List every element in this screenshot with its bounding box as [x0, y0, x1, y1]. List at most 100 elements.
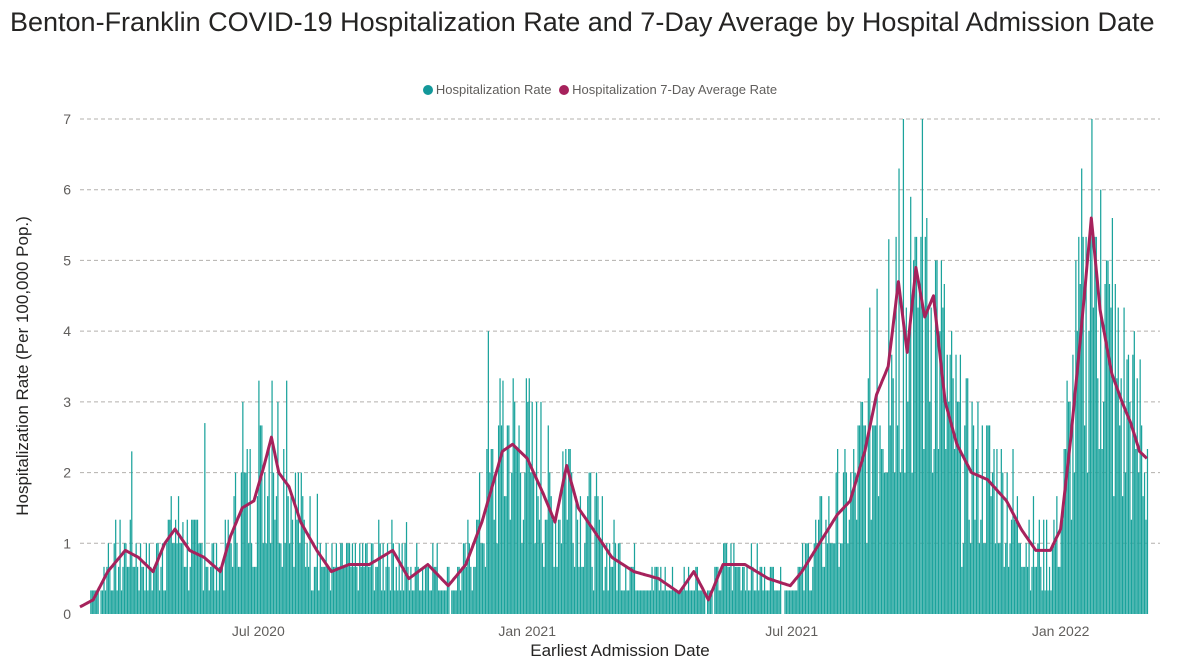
bar	[706, 590, 709, 614]
bar	[755, 590, 757, 614]
bar	[123, 543, 126, 614]
bar	[750, 543, 753, 614]
bar	[1110, 307, 1112, 614]
bar	[682, 590, 684, 614]
bar	[848, 519, 850, 614]
bar	[594, 496, 596, 614]
bar	[701, 590, 703, 614]
bar	[214, 590, 216, 614]
bar	[549, 472, 551, 614]
bar	[829, 543, 831, 614]
bar	[698, 590, 700, 614]
bar	[1029, 590, 1032, 614]
bar	[934, 260, 937, 614]
bar	[625, 566, 627, 614]
bar	[1097, 378, 1099, 614]
y-tick-label: 0	[63, 606, 71, 622]
bar	[1050, 590, 1052, 614]
bar	[879, 425, 881, 614]
bar	[370, 543, 373, 614]
bar	[293, 566, 295, 614]
bar	[908, 331, 910, 614]
bar	[611, 566, 614, 614]
bar	[845, 472, 848, 614]
bar	[744, 590, 747, 614]
bar	[198, 543, 200, 614]
bar	[259, 425, 261, 614]
bar	[772, 566, 774, 614]
bar	[299, 543, 301, 614]
bar	[860, 401, 862, 614]
bar	[223, 590, 225, 614]
bar	[607, 590, 609, 614]
bar	[651, 566, 653, 614]
bar	[784, 590, 786, 614]
bar	[965, 378, 967, 614]
bar	[854, 472, 856, 614]
bar	[391, 519, 393, 614]
bar	[765, 590, 767, 614]
bar	[591, 566, 593, 614]
bar	[835, 472, 837, 614]
average-rate-line[interactable]	[79, 216, 1148, 609]
bar	[730, 543, 732, 614]
bar	[1116, 378, 1118, 614]
bar	[174, 519, 177, 614]
bar	[322, 566, 324, 614]
bar	[179, 543, 181, 614]
bar	[142, 566, 145, 614]
bar	[540, 401, 542, 614]
bar	[315, 566, 317, 614]
bar	[550, 496, 552, 614]
bar	[375, 566, 377, 614]
bar	[560, 543, 563, 614]
bar	[432, 543, 434, 614]
bar	[442, 590, 444, 614]
bar	[746, 566, 748, 614]
bar	[920, 236, 922, 615]
bar	[1079, 284, 1081, 614]
bar	[248, 543, 250, 614]
bar	[341, 543, 343, 614]
bar	[559, 519, 561, 614]
bar	[1133, 331, 1135, 614]
bar	[1019, 543, 1021, 614]
bar	[1072, 354, 1074, 614]
bar	[800, 566, 802, 614]
bar	[905, 307, 907, 614]
bar	[471, 590, 473, 614]
bar	[901, 449, 903, 614]
bar	[110, 590, 112, 614]
bar	[351, 543, 354, 614]
bar	[619, 543, 621, 614]
y-tick-label: 4	[63, 323, 71, 339]
bar	[439, 590, 441, 614]
bar	[508, 425, 510, 614]
bar	[1114, 284, 1116, 614]
bar	[487, 331, 489, 614]
legend-item-average[interactable]: Hospitalization 7-Day Average Rate	[559, 82, 777, 97]
bar	[476, 519, 478, 614]
y-tick-label: 5	[63, 252, 71, 268]
bar	[686, 590, 688, 614]
bar	[1100, 189, 1102, 614]
bar	[926, 218, 928, 614]
bar	[939, 331, 941, 614]
bar	[671, 566, 674, 614]
bar	[981, 425, 983, 614]
bar	[638, 590, 640, 614]
bar	[826, 543, 829, 614]
bar	[373, 590, 375, 614]
bar	[468, 543, 470, 614]
bar	[151, 590, 153, 614]
bar	[899, 472, 902, 614]
bar	[126, 566, 129, 614]
bar	[793, 590, 795, 614]
bar	[397, 590, 399, 614]
bar	[847, 543, 849, 614]
legend-item-rate[interactable]: Hospitalization Rate	[422, 82, 552, 97]
bar	[573, 566, 576, 614]
bar	[160, 566, 162, 614]
bar	[290, 496, 292, 614]
bar	[812, 566, 814, 614]
